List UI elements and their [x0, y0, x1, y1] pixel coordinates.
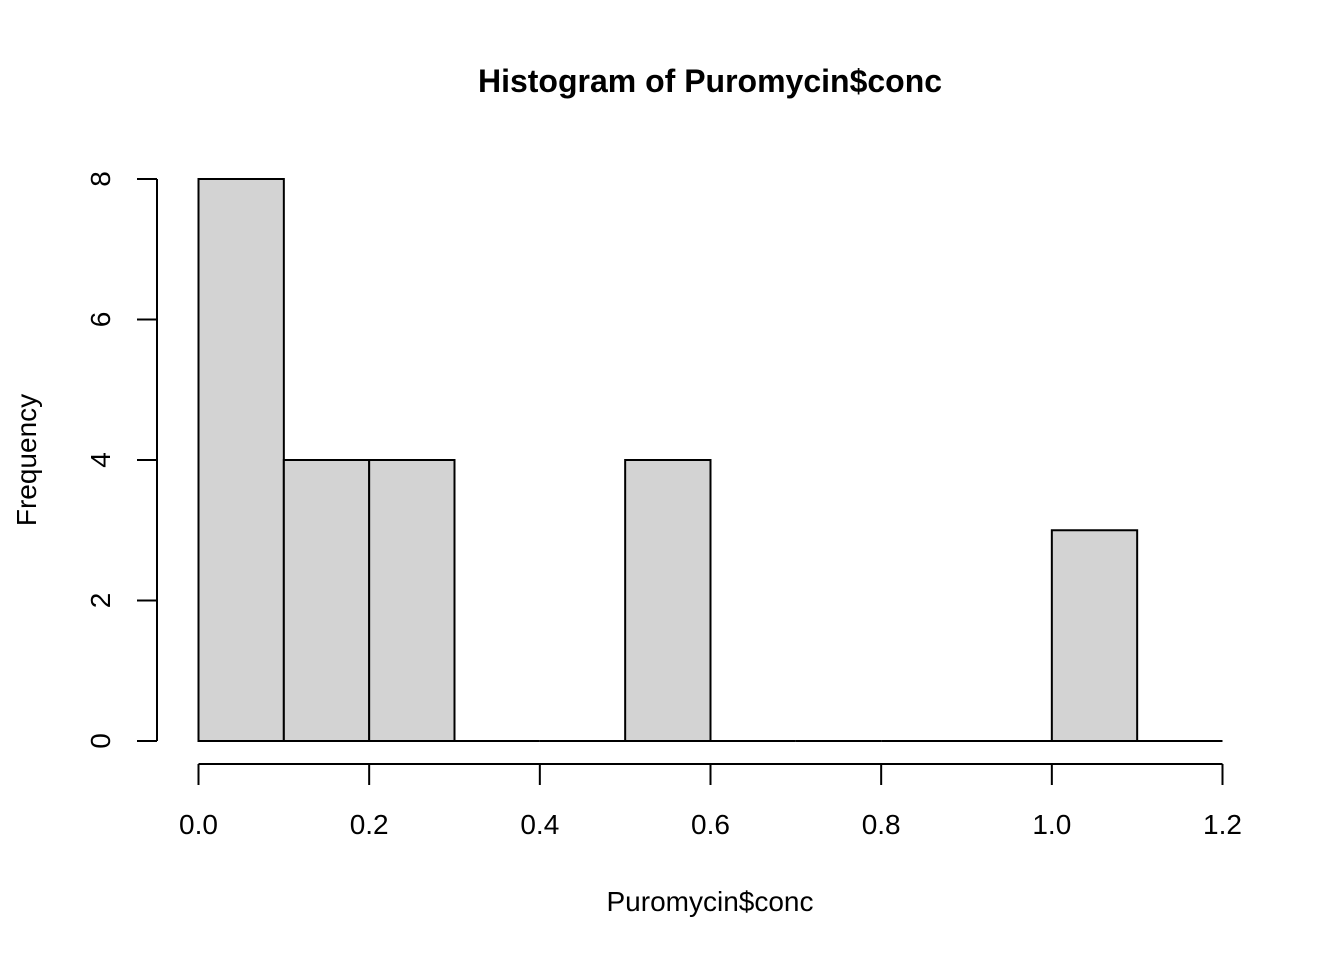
histogram-bar — [368, 459, 456, 742]
histogram-bar — [197, 178, 285, 742]
x-tick-label: 0.8 — [862, 809, 901, 840]
x-tick-label: 1.0 — [1032, 809, 1071, 840]
y-tick-label: 4 — [85, 452, 116, 468]
histogram-bar — [624, 459, 712, 742]
x-axis-label: Puromycin$conc — [607, 886, 814, 917]
bars-group — [197, 178, 1223, 742]
y-tick-label: 8 — [85, 171, 116, 187]
histogram-bar — [282, 459, 371, 742]
y-axis-label: Frequency — [11, 394, 42, 526]
x-axis: 0.0 0.2 0.4 0.6 0.8 1.0 1.2 — [179, 763, 1242, 840]
x-tick-label: 0.4 — [520, 809, 559, 840]
x-tick-label: 0.6 — [691, 809, 730, 840]
x-tick-label: 0.0 — [179, 809, 218, 840]
y-tick-label: 0 — [85, 733, 116, 749]
y-tick-label: 2 — [85, 593, 116, 609]
y-tick-label: 6 — [85, 312, 116, 328]
histogram-bar — [1050, 529, 1139, 742]
x-tick-label: 1.2 — [1203, 809, 1242, 840]
y-axis: 0 2 4 6 8 — [85, 171, 158, 749]
x-tick-label: 0.2 — [350, 809, 389, 840]
chart-title: Histogram of Puromycin$conc — [478, 63, 942, 99]
